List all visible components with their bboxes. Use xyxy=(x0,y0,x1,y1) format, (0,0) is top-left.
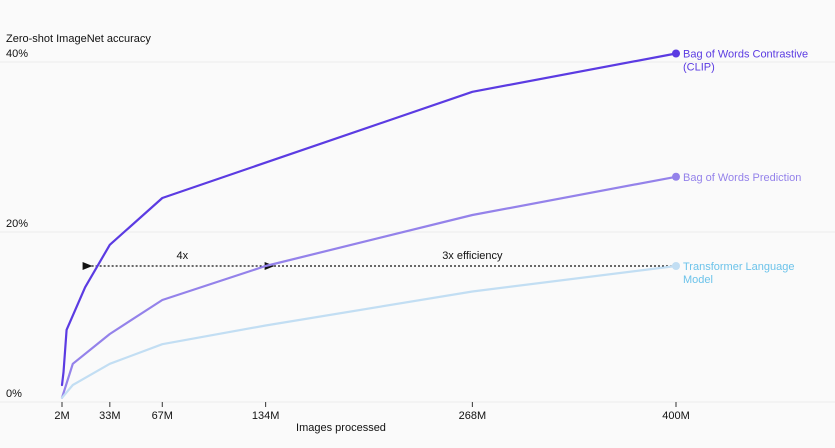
series-line xyxy=(60,175,678,399)
annotations: 4x 3x efficiency xyxy=(82,250,676,270)
annotation-label: 3x efficiency xyxy=(442,250,503,262)
x-tick-label: 400M xyxy=(662,410,690,422)
x-tick-label: 33M xyxy=(99,410,120,422)
series-label: Bag of Words Prediction xyxy=(683,172,801,184)
series-label: Transformer Language Model xyxy=(683,261,795,286)
y-tick-label: 20% xyxy=(6,218,28,230)
annotation-label: 4x xyxy=(177,250,189,262)
y-axis-label: Zero-shot ImageNet accuracy xyxy=(6,33,151,45)
series-end-dot xyxy=(672,49,680,58)
series-label: Bag of Words Contrastive (CLIP) xyxy=(683,49,808,74)
series-end-dot xyxy=(672,262,680,270)
gridlines xyxy=(0,61,835,403)
x-tick-label: 2M xyxy=(54,410,69,422)
x-tick-label: 67M xyxy=(152,410,173,422)
x-axis-label: Images processed xyxy=(296,422,386,434)
series-labels: Bag of Words Contrastive (CLIP) Bag of Wor… xyxy=(683,49,808,287)
x-tick-label: 268M xyxy=(459,410,487,422)
series-end-dot xyxy=(672,172,680,181)
x-tick-label: 134M xyxy=(252,410,280,422)
y-tick-label: 40% xyxy=(6,48,28,60)
series-line xyxy=(60,52,678,387)
y-axis-ticks: 0% 20% 40% xyxy=(6,48,28,400)
series-lines xyxy=(60,49,680,399)
x-axis: 2M 33M 67M 134M 268M 400M xyxy=(54,402,690,422)
y-tick-label: 0% xyxy=(6,388,22,400)
series-line xyxy=(60,264,678,399)
